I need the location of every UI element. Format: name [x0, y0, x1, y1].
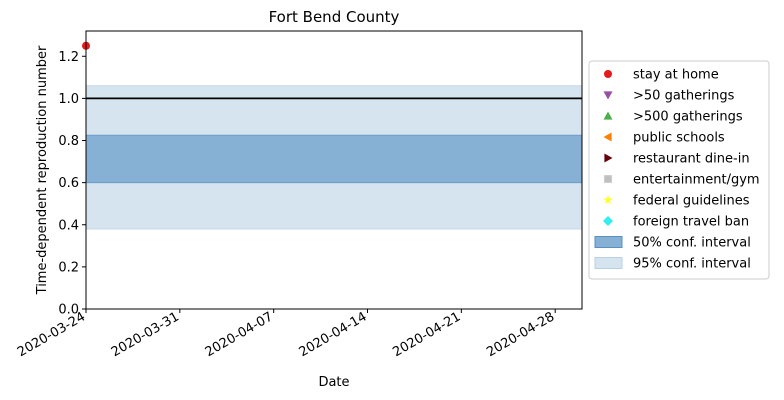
legend-patch — [594, 236, 623, 248]
plot-area — [82, 41, 582, 230]
plot-clip-group — [86, 85, 582, 230]
legend-label: federal guidelines — [633, 194, 750, 209]
legend-label: entertainment/gym — [633, 173, 760, 188]
y-axis-title: Time-dependent reproduction number — [35, 45, 50, 295]
legend-label: >50 gatherings — [633, 89, 735, 104]
chart-title: Fort Bend County — [269, 8, 400, 26]
plot-frame — [85, 30, 583, 310]
legend-marker-triangle-up — [603, 111, 613, 120]
x-tick-label: 2020-04-21 — [390, 309, 463, 360]
legend-label: stay at home — [633, 68, 719, 83]
legend-entry: federal guidelines — [603, 194, 750, 209]
legend-box — [588, 60, 770, 280]
legend-marker-triangle-right — [604, 153, 613, 163]
x-tick-label: 2020-04-07 — [203, 309, 276, 360]
legend-patch — [594, 257, 623, 269]
legend-label: restaurant dine-in — [633, 152, 750, 167]
legend-label: foreign travel ban — [633, 215, 749, 230]
legend-marker-triangle-down — [603, 91, 613, 100]
legend-label: public schools — [633, 131, 725, 146]
legend-marker-triangle-left — [603, 132, 612, 142]
x-axis-title: Date — [318, 375, 349, 390]
legend-entry: public schools — [603, 131, 725, 146]
legend-marker-diamond — [603, 216, 613, 226]
y-tick-label: 0.0 — [58, 303, 79, 318]
y-tick-label: 0.2 — [58, 260, 79, 275]
x-tick-label: 2020-03-24 — [15, 309, 88, 360]
legend-entry: foreign travel ban — [603, 215, 749, 230]
legend-entry: 50% conf. interval — [594, 236, 751, 251]
legend-label: >500 gatherings — [633, 110, 743, 125]
y-tick-label: 1.2 — [58, 50, 79, 65]
legend: stay at home >50 gatherings >500 gathering… — [588, 60, 770, 280]
legend-marker-square — [604, 175, 612, 183]
x-tick-label: 2020-04-28 — [484, 309, 557, 360]
legend-entry: >50 gatherings — [603, 89, 735, 104]
legend-label: 50% conf. interval — [633, 236, 751, 251]
x-tick-label: 2020-04-14 — [297, 309, 370, 360]
legend-entry: entertainment/gym — [604, 173, 760, 188]
y-tick-label: 0.8 — [58, 134, 79, 149]
legend-entry: stay at home — [604, 68, 719, 83]
band-50-ci — [86, 134, 582, 184]
legend-entry: restaurant dine-in — [604, 152, 750, 167]
legend-marker-star — [603, 195, 613, 205]
legend-marker-circle — [604, 70, 612, 78]
legend-label: 95% conf. interval — [633, 257, 751, 272]
legend-entry: 95% conf. interval — [594, 257, 751, 272]
x-tick-label: 2020-03-31 — [109, 309, 182, 360]
y-tick-label: 1.0 — [58, 92, 79, 107]
y-tick-label: 0.6 — [58, 176, 79, 191]
legend-entry: >500 gatherings — [603, 110, 743, 125]
y-tick-label: 0.4 — [58, 218, 79, 233]
